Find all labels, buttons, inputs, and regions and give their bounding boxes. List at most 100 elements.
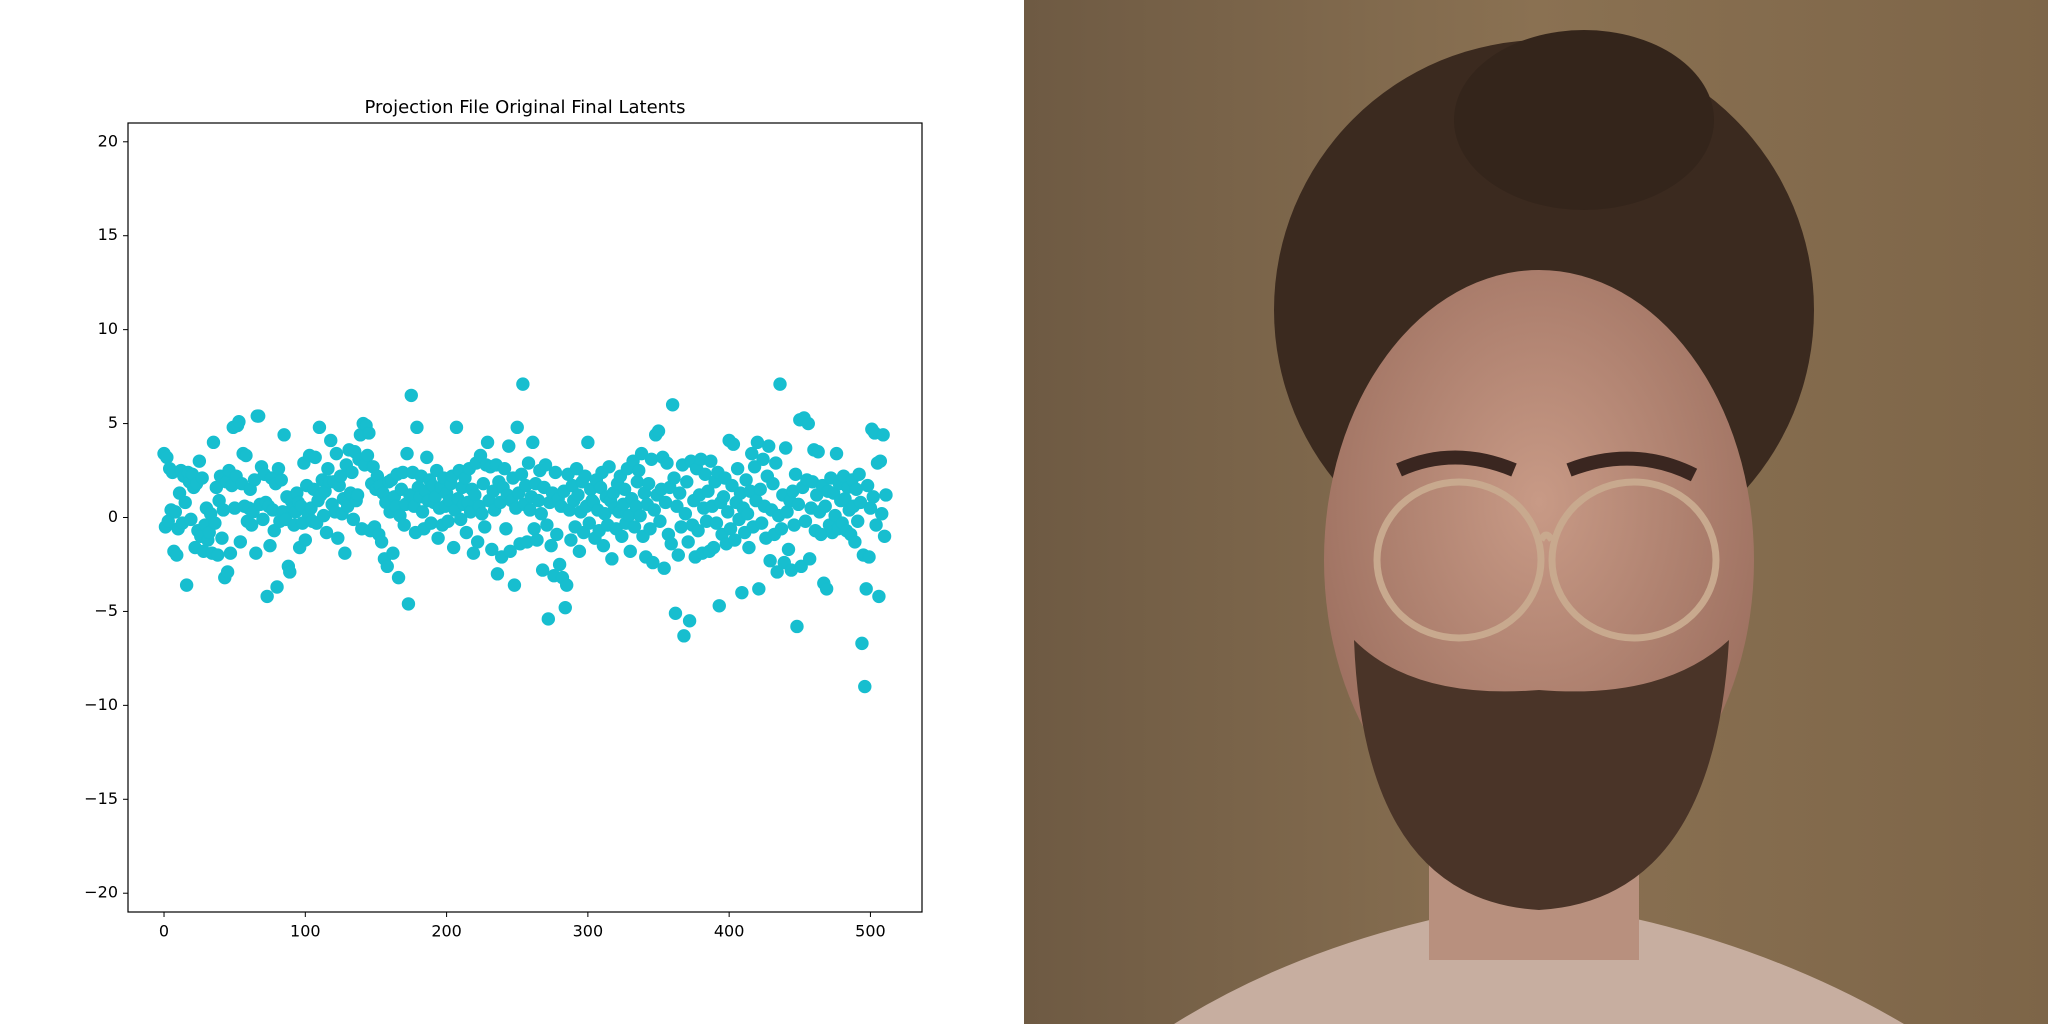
scatter-point — [667, 471, 681, 485]
scatter-point — [497, 461, 512, 476]
scatter-point — [773, 377, 787, 391]
scatter-point — [801, 416, 815, 431]
scatter-point — [184, 512, 198, 527]
scatter-point — [735, 585, 749, 600]
hair-bun — [1454, 30, 1714, 210]
x-tick-label: 200 — [431, 922, 462, 941]
scatter-point — [657, 561, 671, 575]
scatter-point — [503, 544, 517, 559]
y-tick-label: 20 — [98, 131, 118, 150]
y-tick-label: 5 — [108, 413, 118, 432]
glasses-lens — [1548, 478, 1720, 642]
scatter-point — [750, 435, 765, 450]
scatter-point — [725, 478, 739, 493]
scatter-point — [673, 486, 687, 500]
scatter-point — [324, 433, 338, 448]
scatter-point — [260, 589, 274, 604]
scatter-point — [859, 582, 873, 596]
scatter-point — [526, 435, 540, 450]
scatter-point — [596, 538, 611, 553]
scatter-point — [855, 636, 869, 651]
scatter-point — [397, 518, 411, 532]
chart: Projection File Original Final Latents −… — [84, 97, 923, 941]
scatter-point — [510, 420, 524, 435]
scatter-point — [530, 533, 544, 547]
scatter-point — [233, 535, 248, 549]
scatter-point — [312, 420, 327, 435]
scatter-point — [277, 428, 291, 442]
scatter-point — [872, 589, 886, 604]
scatter-point — [869, 518, 883, 532]
scatter-point — [862, 550, 876, 564]
scatter-point — [788, 467, 803, 481]
scatter-point — [232, 414, 246, 429]
scatter-point — [179, 578, 194, 592]
glasses-bridge — [1537, 531, 1556, 542]
scatter-point — [582, 516, 596, 530]
chart-title: Projection File Original Final Latents — [365, 97, 686, 118]
scatter-point — [459, 525, 474, 540]
scatter-point — [441, 514, 455, 528]
beard — [1354, 640, 1729, 910]
scatter-point — [345, 465, 359, 480]
scatter-point — [470, 535, 485, 549]
scatter-point — [742, 540, 756, 555]
scatter-point — [499, 522, 513, 536]
scatter-point — [681, 535, 695, 549]
scatter-point — [350, 488, 365, 502]
scatter-point — [564, 533, 578, 547]
scatter-point — [316, 508, 331, 523]
scatter-point — [581, 435, 595, 450]
scatter-point — [333, 469, 348, 483]
scatter-point — [678, 507, 693, 521]
scatter-point — [752, 582, 766, 596]
shoulders — [1174, 900, 1904, 1024]
scatter-point — [362, 426, 376, 440]
scatter-point — [739, 473, 753, 487]
scatter-point — [848, 535, 862, 549]
scatter-point — [538, 458, 553, 472]
scatter-point — [787, 518, 801, 532]
scatter-point — [468, 488, 482, 502]
scatter-point — [706, 540, 721, 555]
scatter-point — [480, 435, 495, 450]
scatter-point — [160, 450, 174, 465]
eyebrow — [1566, 451, 1698, 482]
scatter-point — [400, 446, 414, 461]
scatter-point — [701, 484, 715, 498]
scatter-point — [730, 461, 745, 476]
scatter-point — [446, 540, 461, 555]
y-tick-label: −20 — [84, 883, 118, 902]
scatter-point — [818, 499, 832, 513]
scatter-point — [274, 473, 288, 487]
scatter-point — [550, 527, 564, 542]
scatter-point — [308, 450, 322, 465]
scatter-point — [329, 446, 344, 461]
scatter-point — [753, 482, 767, 497]
scatter-point — [740, 507, 755, 521]
scatter-point — [283, 565, 297, 579]
scatter-point — [454, 512, 468, 527]
scatter-point — [571, 488, 585, 502]
scatter-point — [514, 467, 529, 481]
scatter-point — [404, 388, 418, 403]
scatter-point — [668, 606, 683, 621]
scatter-point — [769, 456, 783, 470]
scatter-point — [709, 516, 724, 530]
scatter-point — [644, 452, 659, 466]
scatter-point — [192, 454, 207, 468]
scatter-point — [178, 495, 192, 510]
scatter-point — [251, 409, 266, 423]
scatter-point — [646, 555, 660, 570]
scatter-point — [572, 544, 587, 559]
scatter-point — [664, 537, 678, 551]
projected-face-image — [1024, 0, 2048, 1024]
glasses-lens — [1373, 478, 1545, 642]
scatter-point — [466, 546, 481, 560]
scatter-point — [223, 546, 238, 560]
y-tick-label: 10 — [98, 319, 118, 338]
scatter-point — [541, 612, 556, 626]
scatter-point — [298, 533, 313, 547]
scatter-point — [338, 546, 352, 560]
